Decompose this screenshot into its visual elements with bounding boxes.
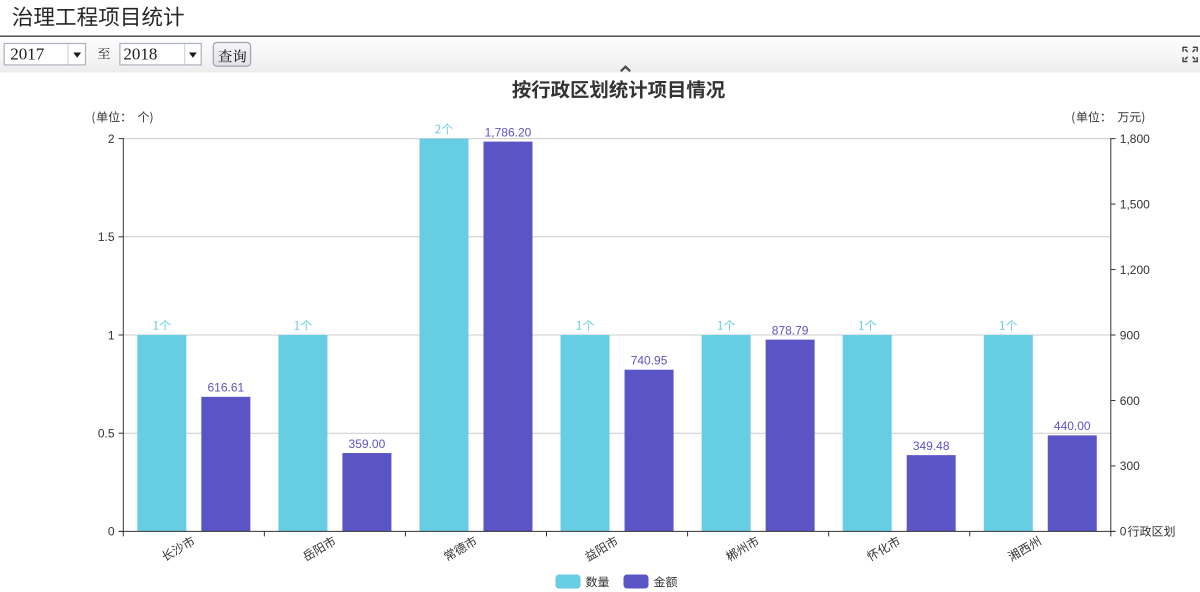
svg-text:359.00: 359.00	[349, 437, 386, 451]
svg-text:1,200: 1,200	[1120, 263, 1150, 277]
svg-text:440.00: 440.00	[1054, 419, 1091, 433]
svg-text:900: 900	[1120, 328, 1140, 342]
svg-text:740.95: 740.95	[631, 354, 668, 368]
svg-text:616.61: 616.61	[207, 381, 244, 395]
svg-text:1,800: 1,800	[1120, 132, 1150, 146]
svg-text:349.48: 349.48	[913, 439, 950, 453]
svg-text:1,500: 1,500	[1120, 197, 1150, 211]
svg-text:0: 0	[1120, 525, 1127, 539]
svg-text:2018: 2018	[123, 45, 157, 64]
svg-text:2: 2	[108, 132, 115, 146]
svg-text:1: 1	[108, 328, 115, 342]
svg-text:0.5: 0.5	[98, 427, 115, 441]
svg-text:0: 0	[108, 525, 115, 539]
svg-text:1,786.20: 1,786.20	[485, 125, 532, 139]
svg-text:1.5: 1.5	[98, 230, 115, 244]
svg-text:600: 600	[1120, 394, 1140, 408]
svg-text:2017: 2017	[10, 45, 45, 64]
svg-text:300: 300	[1120, 459, 1140, 473]
svg-text:878.79: 878.79	[772, 323, 809, 337]
